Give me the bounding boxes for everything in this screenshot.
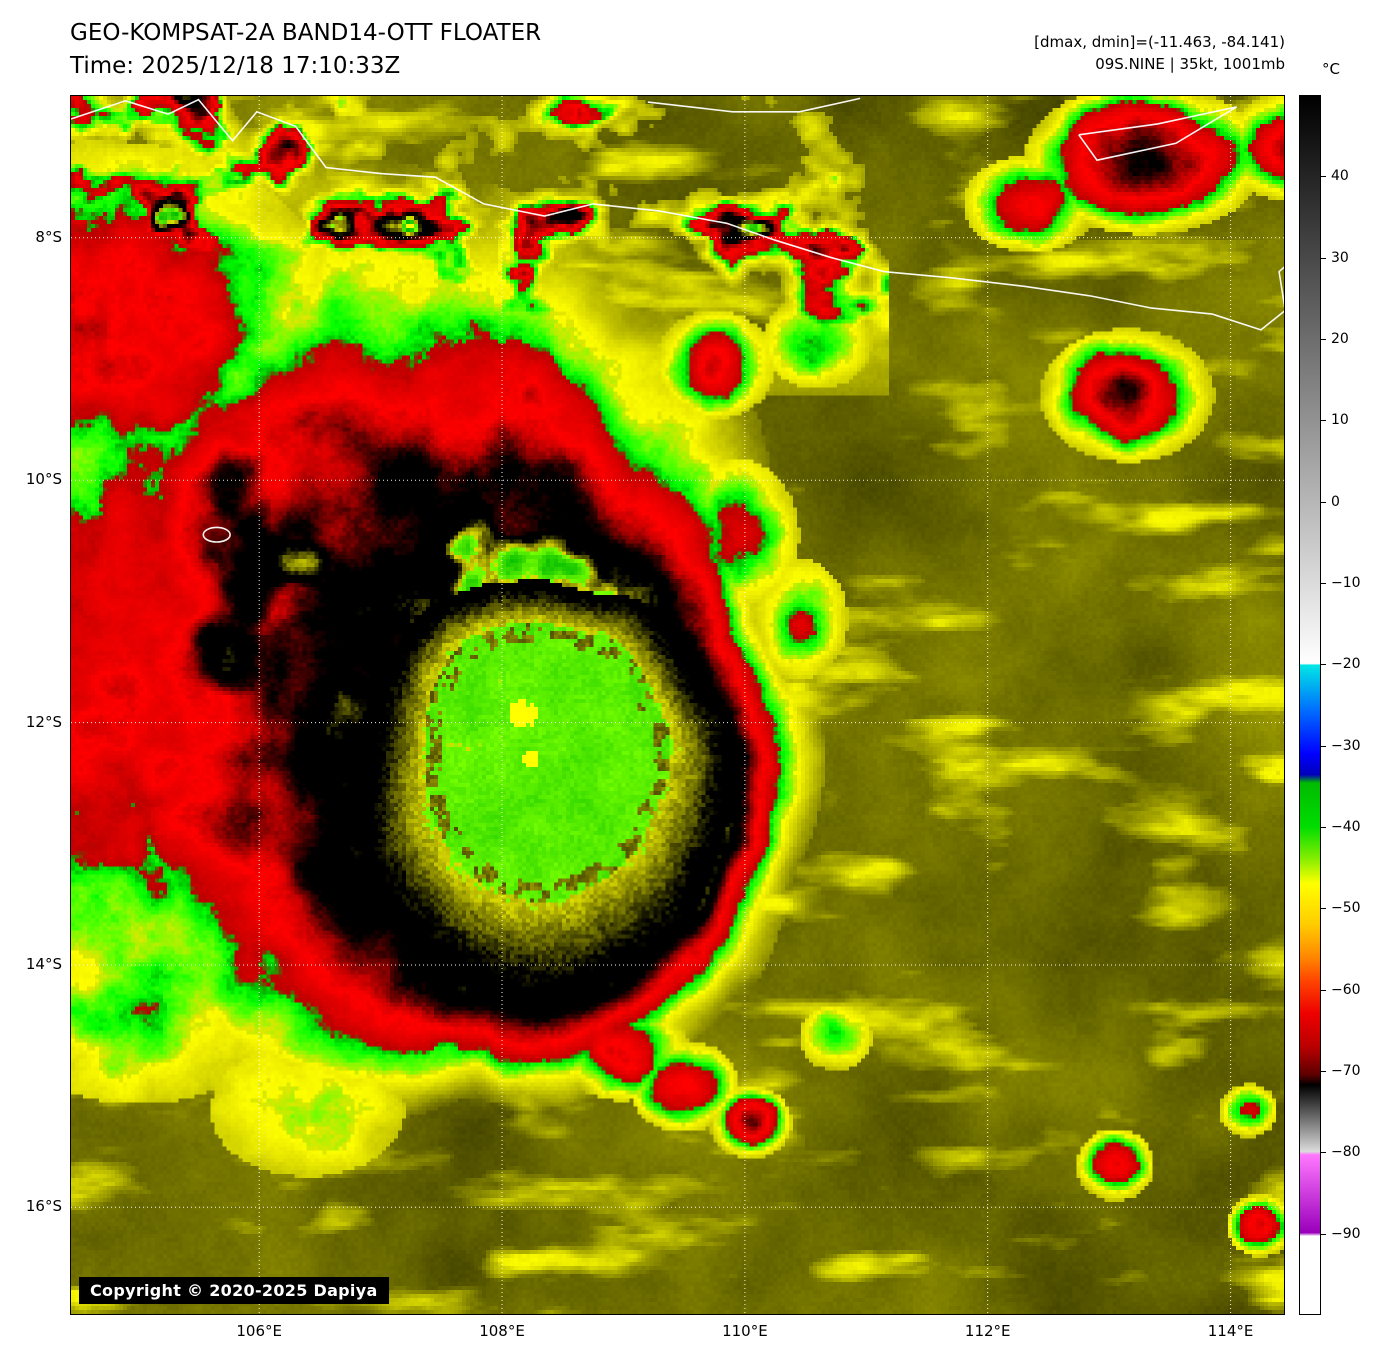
lat-tick-label: 12°S [25, 712, 62, 731]
colorbar-tick-mark [1321, 1152, 1326, 1154]
page-title: GEO-KOMPSAT-2A BAND14-OTT FLOATER [70, 20, 542, 46]
colorbar-tick-label: 40 [1331, 168, 1349, 185]
header-readouts: [dmax, dmin]=(-11.463, -84.141) 09S.NINE… [1034, 31, 1285, 75]
colorbar-tick-mark [1321, 176, 1326, 178]
colorbar-tick-label: −80 [1331, 1144, 1361, 1161]
colorbar-tick-mark [1321, 745, 1326, 747]
colorbar-tick-mark [1321, 1233, 1326, 1235]
colorbar-tick-mark [1321, 1071, 1326, 1072]
colorbar-tick-label: 0 [1331, 493, 1340, 510]
colorbar-tick-mark [1321, 420, 1326, 422]
map-overlay [71, 96, 1284, 1314]
colorbar-tick-mark [1321, 339, 1326, 340]
satellite-image [71, 96, 1284, 1314]
colorbar-tick-mark [1321, 501, 1326, 503]
lon-tick-label: 110°E [722, 1322, 768, 1340]
lat-tick-label: 8°S [35, 227, 62, 246]
colorbar-tick-label: −10 [1331, 575, 1361, 591]
lon-tick-label: 106°E [236, 1322, 282, 1340]
storm-info: 09S.NINE | 35kt, 1001mb [1095, 55, 1285, 73]
colorbar-tick-label: −20 [1331, 656, 1361, 673]
colorbar-tick-label: −50 [1331, 900, 1361, 917]
colorbar-tick-mark [1321, 257, 1326, 259]
colorbar-tick-label: −70 [1331, 1063, 1361, 1079]
copyright-badge: Copyright © 2020-2025 Dapiya [79, 1277, 389, 1304]
colorbar-tick-mark [1321, 827, 1326, 828]
lon-tick-label: 112°E [964, 1322, 1011, 1340]
colorbar-tick-label: 10 [1331, 412, 1349, 429]
lat-tick-label: 14°S [25, 954, 62, 973]
dmax-dmin-readout: [dmax, dmin]=(-11.463, -84.141) [1034, 33, 1285, 51]
colorbar-tick-label: −30 [1331, 737, 1361, 754]
colorbar-tick-mark [1321, 989, 1326, 991]
lat-tick-label: 10°S [25, 470, 62, 489]
colorbar-tick-label: −60 [1331, 981, 1361, 998]
colorbar-tick-mark [1321, 583, 1326, 584]
timestamp: Time: 2025/12/18 17:10:33Z [70, 53, 401, 79]
colorbar-unit-label: °C [1322, 60, 1340, 78]
colorbar-tick-label: −90 [1331, 1225, 1361, 1242]
colorbar [1299, 95, 1321, 1315]
colorbar-tick-mark [1321, 664, 1326, 666]
colorbar-tick-label: −40 [1331, 819, 1361, 835]
map-area: Copyright © 2020-2025 Dapiya [70, 95, 1285, 1315]
lon-tick-label: 114°E [1207, 1322, 1254, 1340]
lon-tick-label: 108°E [479, 1322, 525, 1340]
colorbar-tick-label: 30 [1331, 249, 1349, 266]
colorbar-tick-label: 20 [1331, 331, 1349, 347]
colorbar-tick-mark [1321, 908, 1326, 910]
lat-tick-label: 16°S [25, 1197, 62, 1216]
